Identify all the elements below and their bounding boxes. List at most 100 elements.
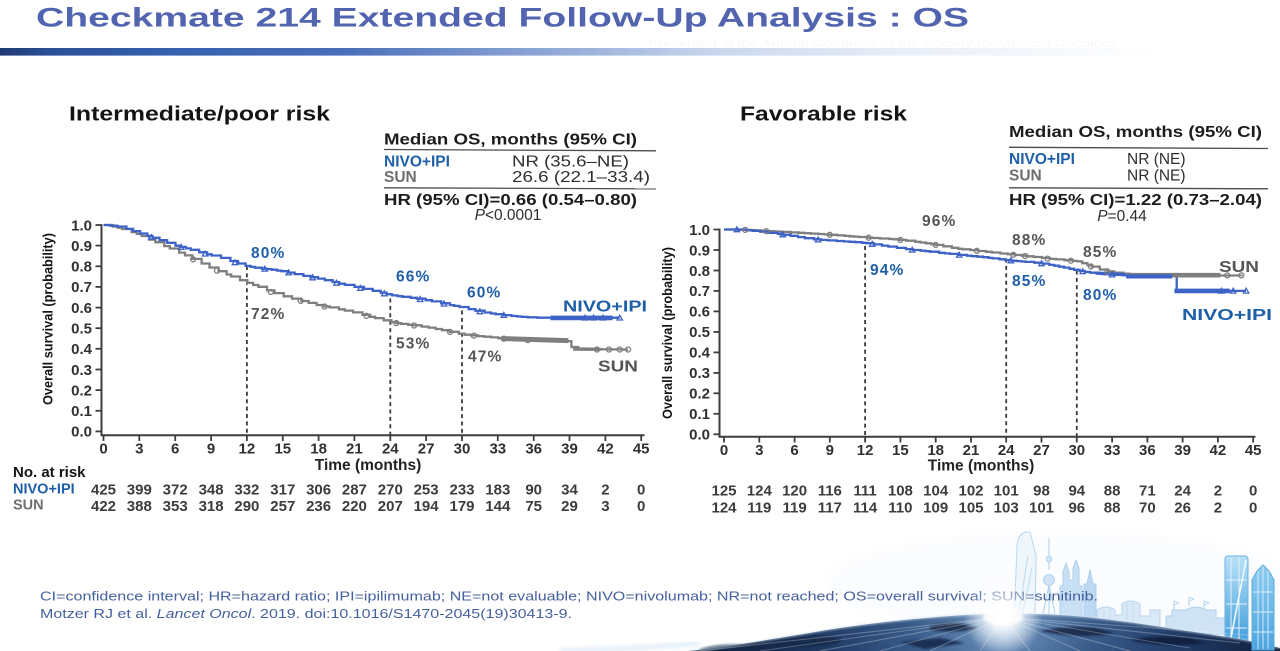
svg-text:253: 253: [414, 482, 439, 499]
svg-text:21: 21: [346, 441, 363, 458]
svg-text:P<0.0001: P<0.0001: [475, 207, 542, 224]
svg-text:9: 9: [826, 442, 834, 459]
svg-text:111: 111: [853, 483, 876, 500]
svg-text:80%: 80%: [1083, 287, 1117, 304]
svg-text:0.2: 0.2: [689, 386, 710, 403]
svg-text:183: 183: [485, 482, 510, 499]
svg-text:353: 353: [163, 498, 188, 515]
svg-text:P=0.44: P=0.44: [1097, 208, 1147, 225]
svg-text:114: 114: [853, 500, 878, 517]
svg-text:179: 179: [449, 498, 474, 515]
svg-text:399: 399: [127, 482, 152, 499]
svg-text:120: 120: [782, 483, 807, 500]
svg-text:85%: 85%: [1083, 244, 1117, 261]
svg-text:236: 236: [306, 498, 331, 515]
svg-text:Median OS, months (95% CI): Median OS, months (95% CI): [384, 132, 637, 149]
svg-text:0.2: 0.2: [71, 382, 92, 399]
svg-text:290: 290: [234, 498, 259, 515]
svg-text:388: 388: [127, 498, 152, 515]
svg-text:105: 105: [958, 500, 983, 517]
svg-text:0.5: 0.5: [689, 324, 710, 341]
svg-text:53%: 53%: [396, 336, 430, 353]
svg-text:109: 109: [923, 500, 948, 517]
svg-text:36: 36: [1139, 442, 1156, 459]
svg-text:72%: 72%: [251, 306, 285, 323]
svg-text:12: 12: [857, 442, 874, 459]
svg-text:42: 42: [597, 441, 614, 458]
svg-text:SUN: SUN: [1219, 259, 1259, 276]
svg-text:317: 317: [270, 482, 295, 499]
svg-text:85%: 85%: [1012, 273, 1046, 290]
svg-text:NR (NE): NR (NE): [1127, 151, 1186, 168]
svg-text:108: 108: [888, 483, 913, 500]
svg-text:NIVO+IPI: NIVO+IPI: [563, 299, 647, 316]
svg-text:94%: 94%: [870, 262, 904, 279]
svg-text:270: 270: [378, 482, 403, 499]
svg-text:220: 220: [342, 498, 367, 515]
svg-text:18: 18: [310, 441, 327, 458]
svg-text:207: 207: [378, 498, 403, 515]
svg-text:0: 0: [99, 441, 107, 458]
svg-text:125: 125: [711, 483, 736, 500]
svg-text:101: 101: [1029, 500, 1054, 517]
svg-text:21: 21: [963, 442, 980, 459]
svg-text:27: 27: [418, 441, 435, 458]
svg-text:12: 12: [239, 441, 256, 458]
svg-text:94: 94: [1068, 483, 1085, 500]
svg-text:SUN: SUN: [598, 359, 638, 376]
svg-text:3: 3: [755, 442, 763, 459]
svg-text:0: 0: [720, 442, 728, 459]
svg-text:144: 144: [485, 498, 511, 515]
svg-text:0.0: 0.0: [71, 424, 92, 441]
svg-text:36: 36: [525, 441, 542, 458]
svg-text:88: 88: [1104, 483, 1121, 500]
svg-text:42: 42: [1210, 442, 1227, 459]
svg-text:2: 2: [1214, 500, 1222, 517]
svg-text:9: 9: [207, 441, 215, 458]
svg-text:CI=confidence interval; HR=haz: CI=confidence interval; HR=hazard ratio;…: [40, 589, 1098, 604]
svg-text:287: 287: [342, 482, 367, 499]
svg-text:0.1: 0.1: [689, 406, 710, 423]
svg-text:1.0: 1.0: [71, 217, 92, 234]
svg-text:HR (95% CI)=1.22 (0.73–2.04): HR (95% CI)=1.22 (0.73–2.04): [1009, 192, 1262, 209]
svg-text:47%: 47%: [468, 349, 502, 366]
svg-text:26: 26: [1174, 500, 1191, 517]
svg-text:0.3: 0.3: [71, 362, 92, 379]
svg-text:0.6: 0.6: [689, 304, 710, 321]
svg-text:0.8: 0.8: [71, 259, 92, 276]
svg-text:6: 6: [171, 441, 179, 458]
svg-text:0: 0: [1249, 500, 1257, 517]
svg-text:NIVO+IPI: NIVO+IPI: [13, 482, 75, 498]
svg-text:18: 18: [927, 442, 944, 459]
svg-text:SUN: SUN: [384, 169, 417, 186]
svg-text:27: 27: [1033, 442, 1050, 459]
svg-text:104: 104: [923, 483, 949, 500]
svg-text:0.5: 0.5: [71, 321, 92, 338]
svg-text:Presented at the Annual Congre: Presented at the Annual Congress of the …: [648, 38, 1119, 50]
svg-text:Overall survival (probability): Overall survival (probability): [660, 247, 675, 419]
svg-text:96: 96: [1068, 500, 1085, 517]
svg-text:0.9: 0.9: [71, 238, 92, 255]
svg-text:0.7: 0.7: [689, 283, 710, 300]
svg-text:0.4: 0.4: [689, 345, 711, 362]
svg-text:0.3: 0.3: [689, 365, 710, 382]
svg-text:Favorable risk: Favorable risk: [740, 104, 908, 126]
svg-text:NIVO+IPI: NIVO+IPI: [384, 154, 450, 171]
svg-text:318: 318: [199, 498, 224, 515]
svg-text:45: 45: [1245, 442, 1262, 459]
svg-text:33: 33: [489, 441, 506, 458]
svg-text:24: 24: [382, 441, 399, 458]
svg-text:0.9: 0.9: [689, 242, 710, 259]
svg-text:15: 15: [892, 442, 909, 459]
svg-text:0.8: 0.8: [689, 263, 710, 280]
svg-text:88%: 88%: [1012, 232, 1046, 249]
svg-text:NR (NE): NR (NE): [1127, 168, 1186, 185]
svg-text:0.1: 0.1: [71, 403, 92, 420]
svg-text:124: 124: [711, 500, 737, 517]
svg-text:Overall survival (probability): Overall survival (probability): [41, 233, 56, 405]
svg-text:3: 3: [135, 441, 143, 458]
svg-text:Median OS, months (95% CI): Median OS, months (95% CI): [1009, 124, 1262, 141]
svg-text:NIVO+IPI: NIVO+IPI: [1009, 151, 1075, 168]
svg-text:88: 88: [1104, 500, 1121, 517]
svg-text:Time (months): Time (months): [928, 458, 1035, 475]
